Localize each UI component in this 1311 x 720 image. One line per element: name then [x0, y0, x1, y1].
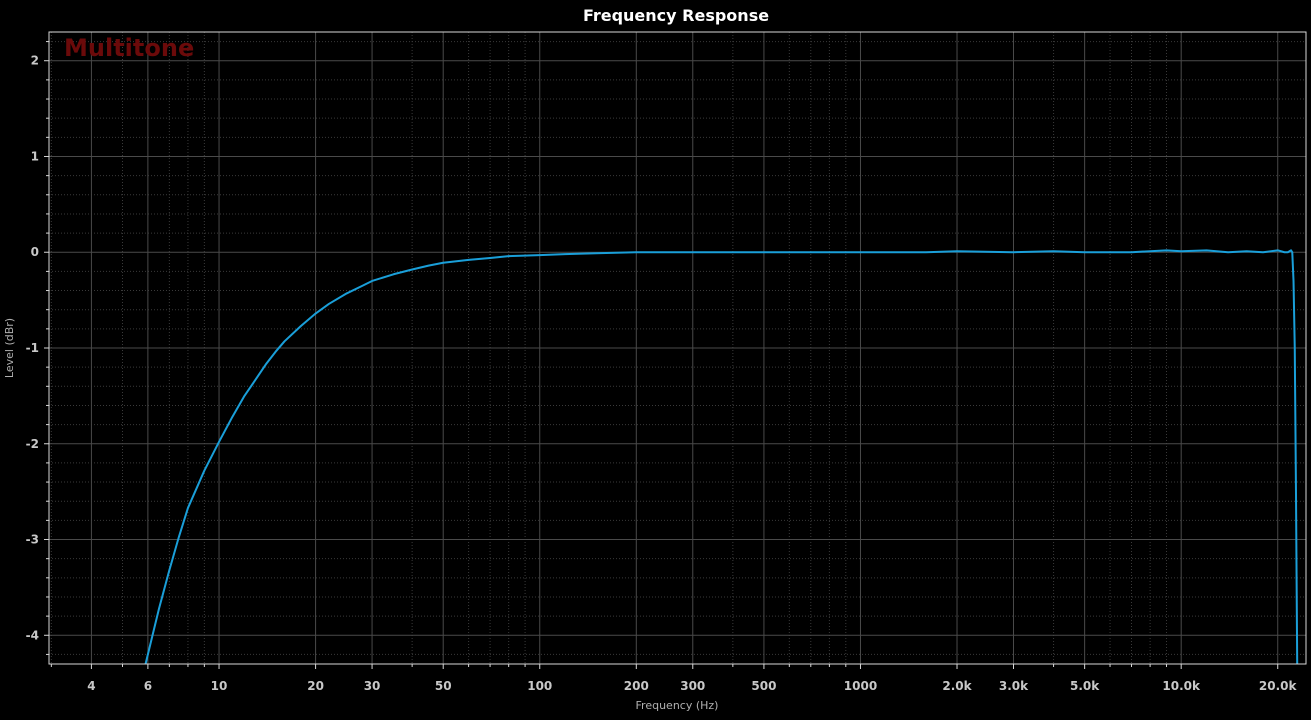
y-tick-label: -3	[26, 533, 39, 547]
y-tick-label: 1	[31, 149, 39, 163]
x-tick-label: 100	[527, 679, 552, 693]
chart-title: Frequency Response	[583, 6, 769, 25]
response-line	[144, 249, 1299, 665]
series-layer	[144, 249, 1299, 665]
x-tick-label: 10	[211, 679, 228, 693]
y-tick-label: -1	[26, 341, 39, 355]
x-tick-label: 200	[624, 679, 649, 693]
x-tick-label: 30	[364, 679, 381, 693]
x-tick-label: 10.0k	[1162, 679, 1201, 693]
x-tick-label: 5.0k	[1070, 679, 1100, 693]
y-tick-label: -2	[26, 437, 39, 451]
x-axis-label: Frequency (Hz)	[636, 699, 719, 712]
x-tick-label: 1000	[844, 679, 877, 693]
grid-lines	[49, 32, 1306, 664]
axes-layer: 210-1-2-3-44 6 10 20 30 50 100 200 300 500 1000 2.0…	[26, 41, 1298, 693]
x-tick-label: 4	[87, 679, 95, 693]
x-tick-label: 2.0k	[942, 679, 972, 693]
x-tick-label: 500	[751, 679, 776, 693]
y-tick-label: 2	[31, 54, 39, 68]
y-tick-label: -4	[26, 628, 39, 642]
x-tick-label: 3.0k	[999, 679, 1029, 693]
x-tick-label: 6	[144, 679, 152, 693]
y-axis-label: Level (dBr)	[3, 318, 16, 378]
y-tick-label: 0	[31, 245, 39, 259]
x-tick-label: 300	[680, 679, 705, 693]
x-tick-label: 20	[307, 679, 324, 693]
watermark-label: Multitone	[64, 34, 194, 62]
x-tick-label: 50	[435, 679, 452, 693]
x-tick-label: 20.0k	[1259, 679, 1298, 693]
